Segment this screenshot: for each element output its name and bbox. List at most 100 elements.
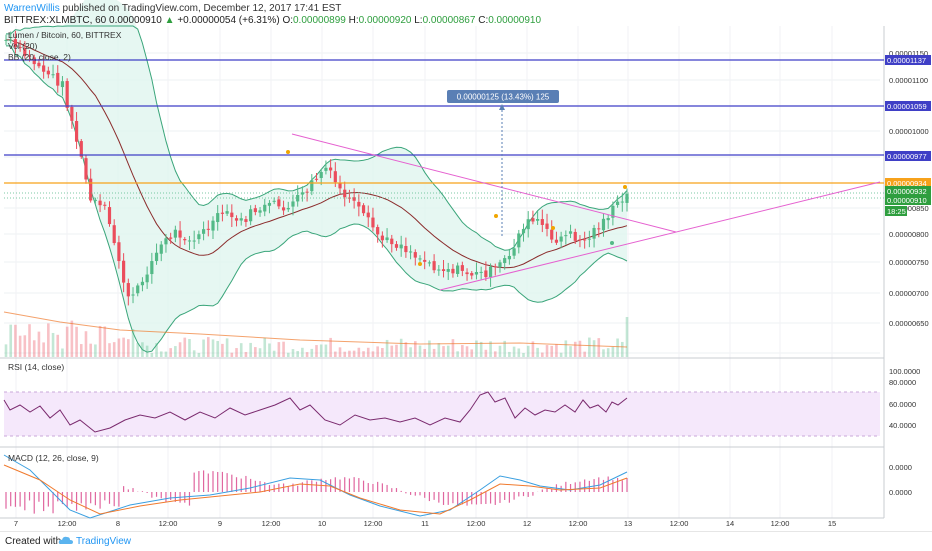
candle-body — [390, 239, 393, 244]
volume-bar — [292, 349, 295, 357]
macd-histogram-bar — [410, 492, 411, 495]
candle-body — [249, 209, 252, 221]
volume-bar — [569, 346, 572, 357]
candle-body — [47, 71, 50, 75]
tradingview-brand[interactable]: TradingView — [76, 536, 131, 547]
macd-histogram-bar — [495, 492, 496, 505]
volume-bar — [19, 336, 22, 357]
macd-histogram-bar — [76, 492, 77, 511]
volume-bar — [461, 345, 464, 357]
volume-bar — [240, 343, 243, 357]
candle-body — [531, 218, 534, 221]
volume-bar — [273, 351, 276, 357]
candle-body — [258, 210, 261, 212]
macd-histogram-bar — [377, 482, 378, 492]
time-tick-label: 11 — [421, 519, 429, 528]
time-tick-label: 10 — [318, 519, 326, 528]
candle-body — [475, 272, 478, 275]
price-badge-label: 18:25 — [887, 207, 906, 216]
volume-bar — [202, 340, 205, 357]
macd-histogram-bar — [546, 489, 547, 492]
volume-bar — [296, 351, 299, 357]
candle-body — [178, 231, 181, 238]
rsi-tick-label: 80.0000 — [889, 378, 916, 387]
volume-bar — [560, 353, 563, 357]
macd-histogram-bar — [424, 492, 425, 498]
volume-bar — [381, 348, 384, 357]
candle-body — [541, 219, 544, 225]
macd-histogram-bar — [434, 492, 435, 500]
tradingview-cloud-icon — [58, 535, 74, 549]
candle-body — [447, 269, 450, 272]
price-tick-label: 0.00001000 — [889, 127, 929, 136]
volume-bar — [263, 338, 266, 357]
macd-histogram-bar — [575, 482, 576, 492]
volume-bar — [348, 351, 351, 357]
candle-body — [84, 158, 87, 179]
triangle-lower-trendline — [440, 182, 880, 290]
volume-bar — [372, 351, 375, 357]
price-badge-label: 0.00000910 — [887, 196, 927, 205]
candle-body — [385, 237, 388, 240]
volume-bar — [485, 350, 488, 357]
candle-body — [480, 272, 483, 273]
candle-body — [117, 242, 120, 261]
volume-bar — [33, 340, 36, 357]
candle-body — [42, 65, 45, 71]
candle-body — [456, 266, 459, 274]
candle-body — [433, 261, 436, 270]
publish-info: WarrenWillis published on TradingView.co… — [4, 3, 341, 14]
volume-bar — [151, 353, 154, 357]
macd-histogram-bar — [391, 488, 392, 492]
macd-histogram-bar — [485, 492, 486, 504]
macd-histogram-bar — [358, 478, 359, 492]
series-legend[interactable]: Lumen / Bitcoin, 60, BITTREX — [8, 30, 121, 40]
candle-body — [371, 218, 374, 228]
macd-histogram-bar — [118, 492, 119, 507]
time-tick-label: 12:00 — [159, 519, 178, 528]
candle-body — [597, 228, 600, 229]
price-tick-label: 0.00001100 — [889, 76, 928, 85]
candle-body — [362, 205, 365, 213]
macd-histogram-bar — [217, 472, 218, 492]
price-change: +0.00000054 (+6.31%) — [177, 15, 279, 26]
macd-histogram-bar — [490, 492, 491, 504]
volume-bar — [169, 348, 172, 357]
time-tick-label: 7 — [14, 519, 18, 528]
volume-bar — [428, 340, 431, 357]
volume-bar — [179, 342, 182, 357]
rsi-legend[interactable]: RSI (14, close) — [8, 362, 64, 372]
volume-bar — [325, 345, 328, 357]
time-tick-label: 12:00 — [670, 519, 689, 528]
macd-histogram-bar — [570, 484, 571, 492]
macd-histogram-bar — [306, 480, 307, 492]
volume-bar — [207, 337, 210, 357]
candle-body — [343, 190, 346, 198]
chart-canvas[interactable]: 0.00000125 (13.43%) 1250.000011500.00001… — [0, 0, 932, 531]
candle-body — [94, 200, 97, 201]
volume-bar — [621, 342, 624, 357]
candle-body — [61, 81, 64, 87]
volume-legend[interactable]: Vol (20) — [8, 41, 37, 51]
macd-legend[interactable]: MACD (12, 26, close, 9) — [8, 453, 99, 463]
macd-histogram-bar — [401, 491, 402, 492]
macd-histogram-bar — [349, 478, 350, 492]
candle-body — [324, 168, 327, 171]
author-link[interactable]: WarrenWillis — [4, 3, 60, 14]
macd-histogram-bar — [104, 492, 105, 500]
macd-histogram-bar — [259, 481, 260, 492]
candle-body — [555, 240, 558, 243]
macd-histogram-bar — [132, 488, 133, 492]
volume-bar — [588, 338, 591, 357]
macd-histogram-bar — [443, 492, 444, 505]
macd-tick-label: 0.0000 — [889, 488, 912, 497]
volume-bar — [28, 324, 31, 357]
volume-bar — [165, 352, 168, 357]
volume-bar — [376, 346, 379, 357]
macd-histogram-bar — [565, 482, 566, 492]
macd-histogram-bar — [222, 472, 223, 492]
candle-body — [400, 245, 403, 249]
symbol-info: BITTREX:XLMBTC, 60 0.00000910 ▲ +0.00000… — [4, 15, 541, 26]
bollinger-legend[interactable]: BB (20, close, 2) — [8, 52, 71, 62]
volume-bar — [122, 338, 125, 357]
